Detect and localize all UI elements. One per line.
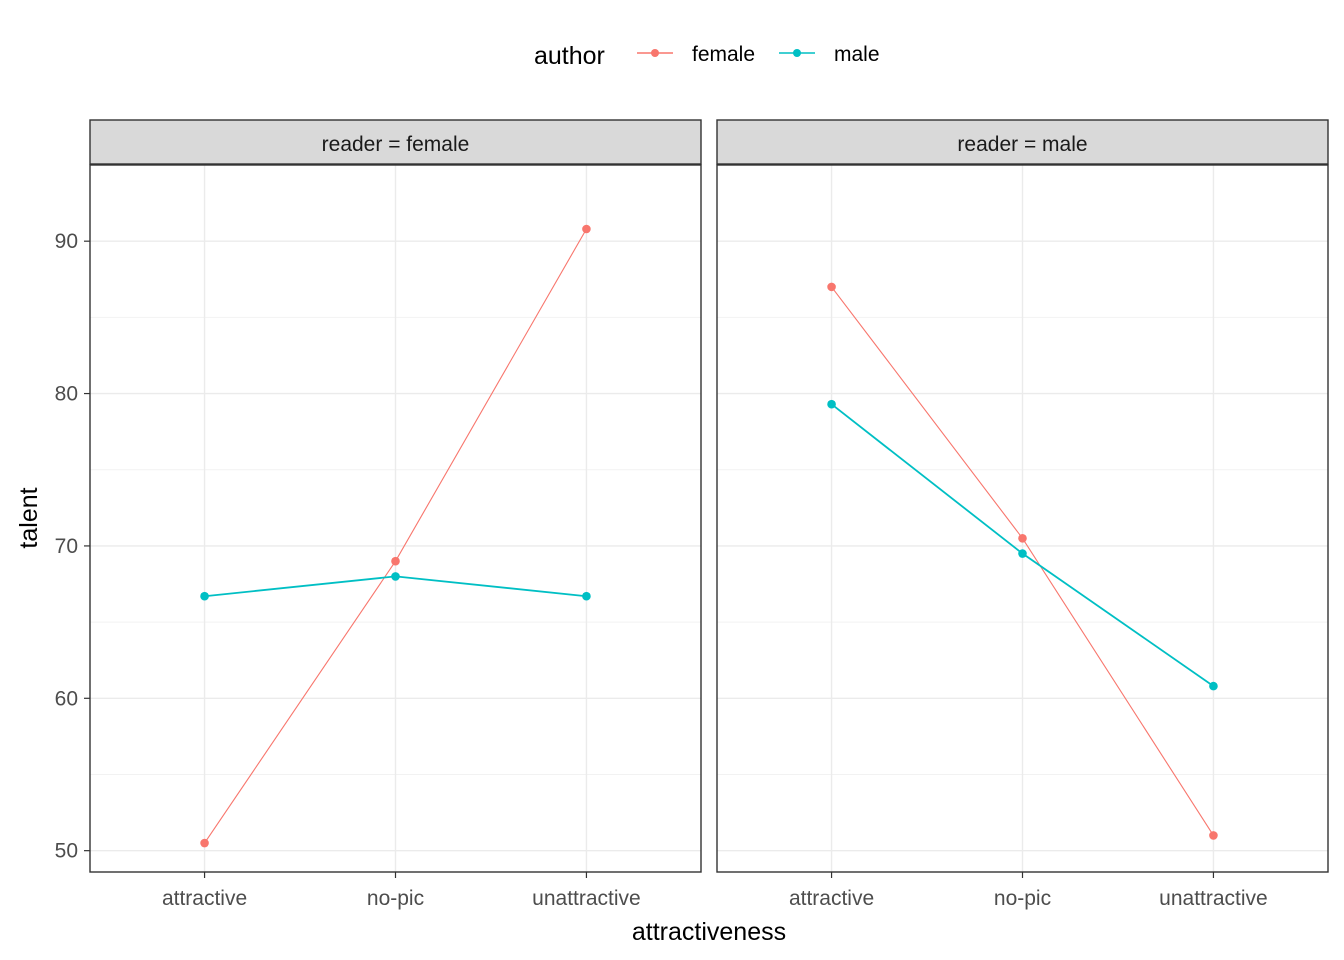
data-point-female-unattractive	[1209, 831, 1218, 840]
legend-label-male: male	[834, 43, 880, 66]
x-tick-label-no-pic: no-pic	[994, 887, 1051, 910]
legend-key-male-point	[793, 49, 801, 57]
data-point-female-attractive	[827, 282, 836, 292]
strip-background	[716, 119, 1329, 165]
y-tick-label-70: 70	[55, 535, 78, 558]
x-tick-label-attractive: attractive	[789, 887, 874, 910]
y-tick-label-60: 60	[55, 687, 78, 710]
legend-label-female: female	[692, 43, 755, 66]
x-tick-label-unattractive: unattractive	[1159, 887, 1268, 910]
facet-panels: reader = female attractive no-pic unattract…	[55, 119, 1329, 910]
legend: author female male	[534, 42, 880, 70]
x-tick-label-no-pic: no-pic	[367, 887, 424, 910]
data-point-female-attractive	[200, 838, 209, 848]
legend-entry-female: female	[637, 43, 755, 66]
strip-label: reader = female	[322, 133, 470, 156]
data-point-male-no-pic	[1018, 549, 1027, 558]
panel-2: reader = male attractive no-pic unattractiv…	[716, 119, 1329, 910]
strip-background	[89, 119, 702, 165]
data-point-male-no-pic	[391, 572, 400, 581]
x-axis-title: attractiveness	[632, 918, 786, 946]
data-point-female-no-pic	[1018, 534, 1027, 543]
panel-1: reader = female attractive no-pic unattract…	[55, 119, 702, 910]
data-point-female-unattractive	[582, 224, 591, 234]
y-tick-label-90: 90	[55, 230, 78, 253]
strip-label: reader = male	[957, 133, 1087, 156]
data-point-female-no-pic	[391, 556, 400, 566]
data-point-male-unattractive	[1209, 681, 1218, 691]
legend-title: author	[534, 42, 605, 70]
y-tick-label-50: 50	[55, 840, 78, 863]
legend-entry-male: male	[779, 43, 880, 66]
x-tick-label-unattractive: unattractive	[532, 887, 641, 910]
x-tick-label-attractive: attractive	[162, 887, 247, 910]
data-point-male-attractive	[200, 591, 209, 601]
data-point-male-unattractive	[582, 591, 591, 601]
y-axis-title: talent	[15, 487, 43, 548]
data-point-male-attractive	[827, 399, 836, 409]
y-tick-label-80: 80	[55, 383, 78, 406]
legend-key-female-point	[651, 49, 659, 57]
